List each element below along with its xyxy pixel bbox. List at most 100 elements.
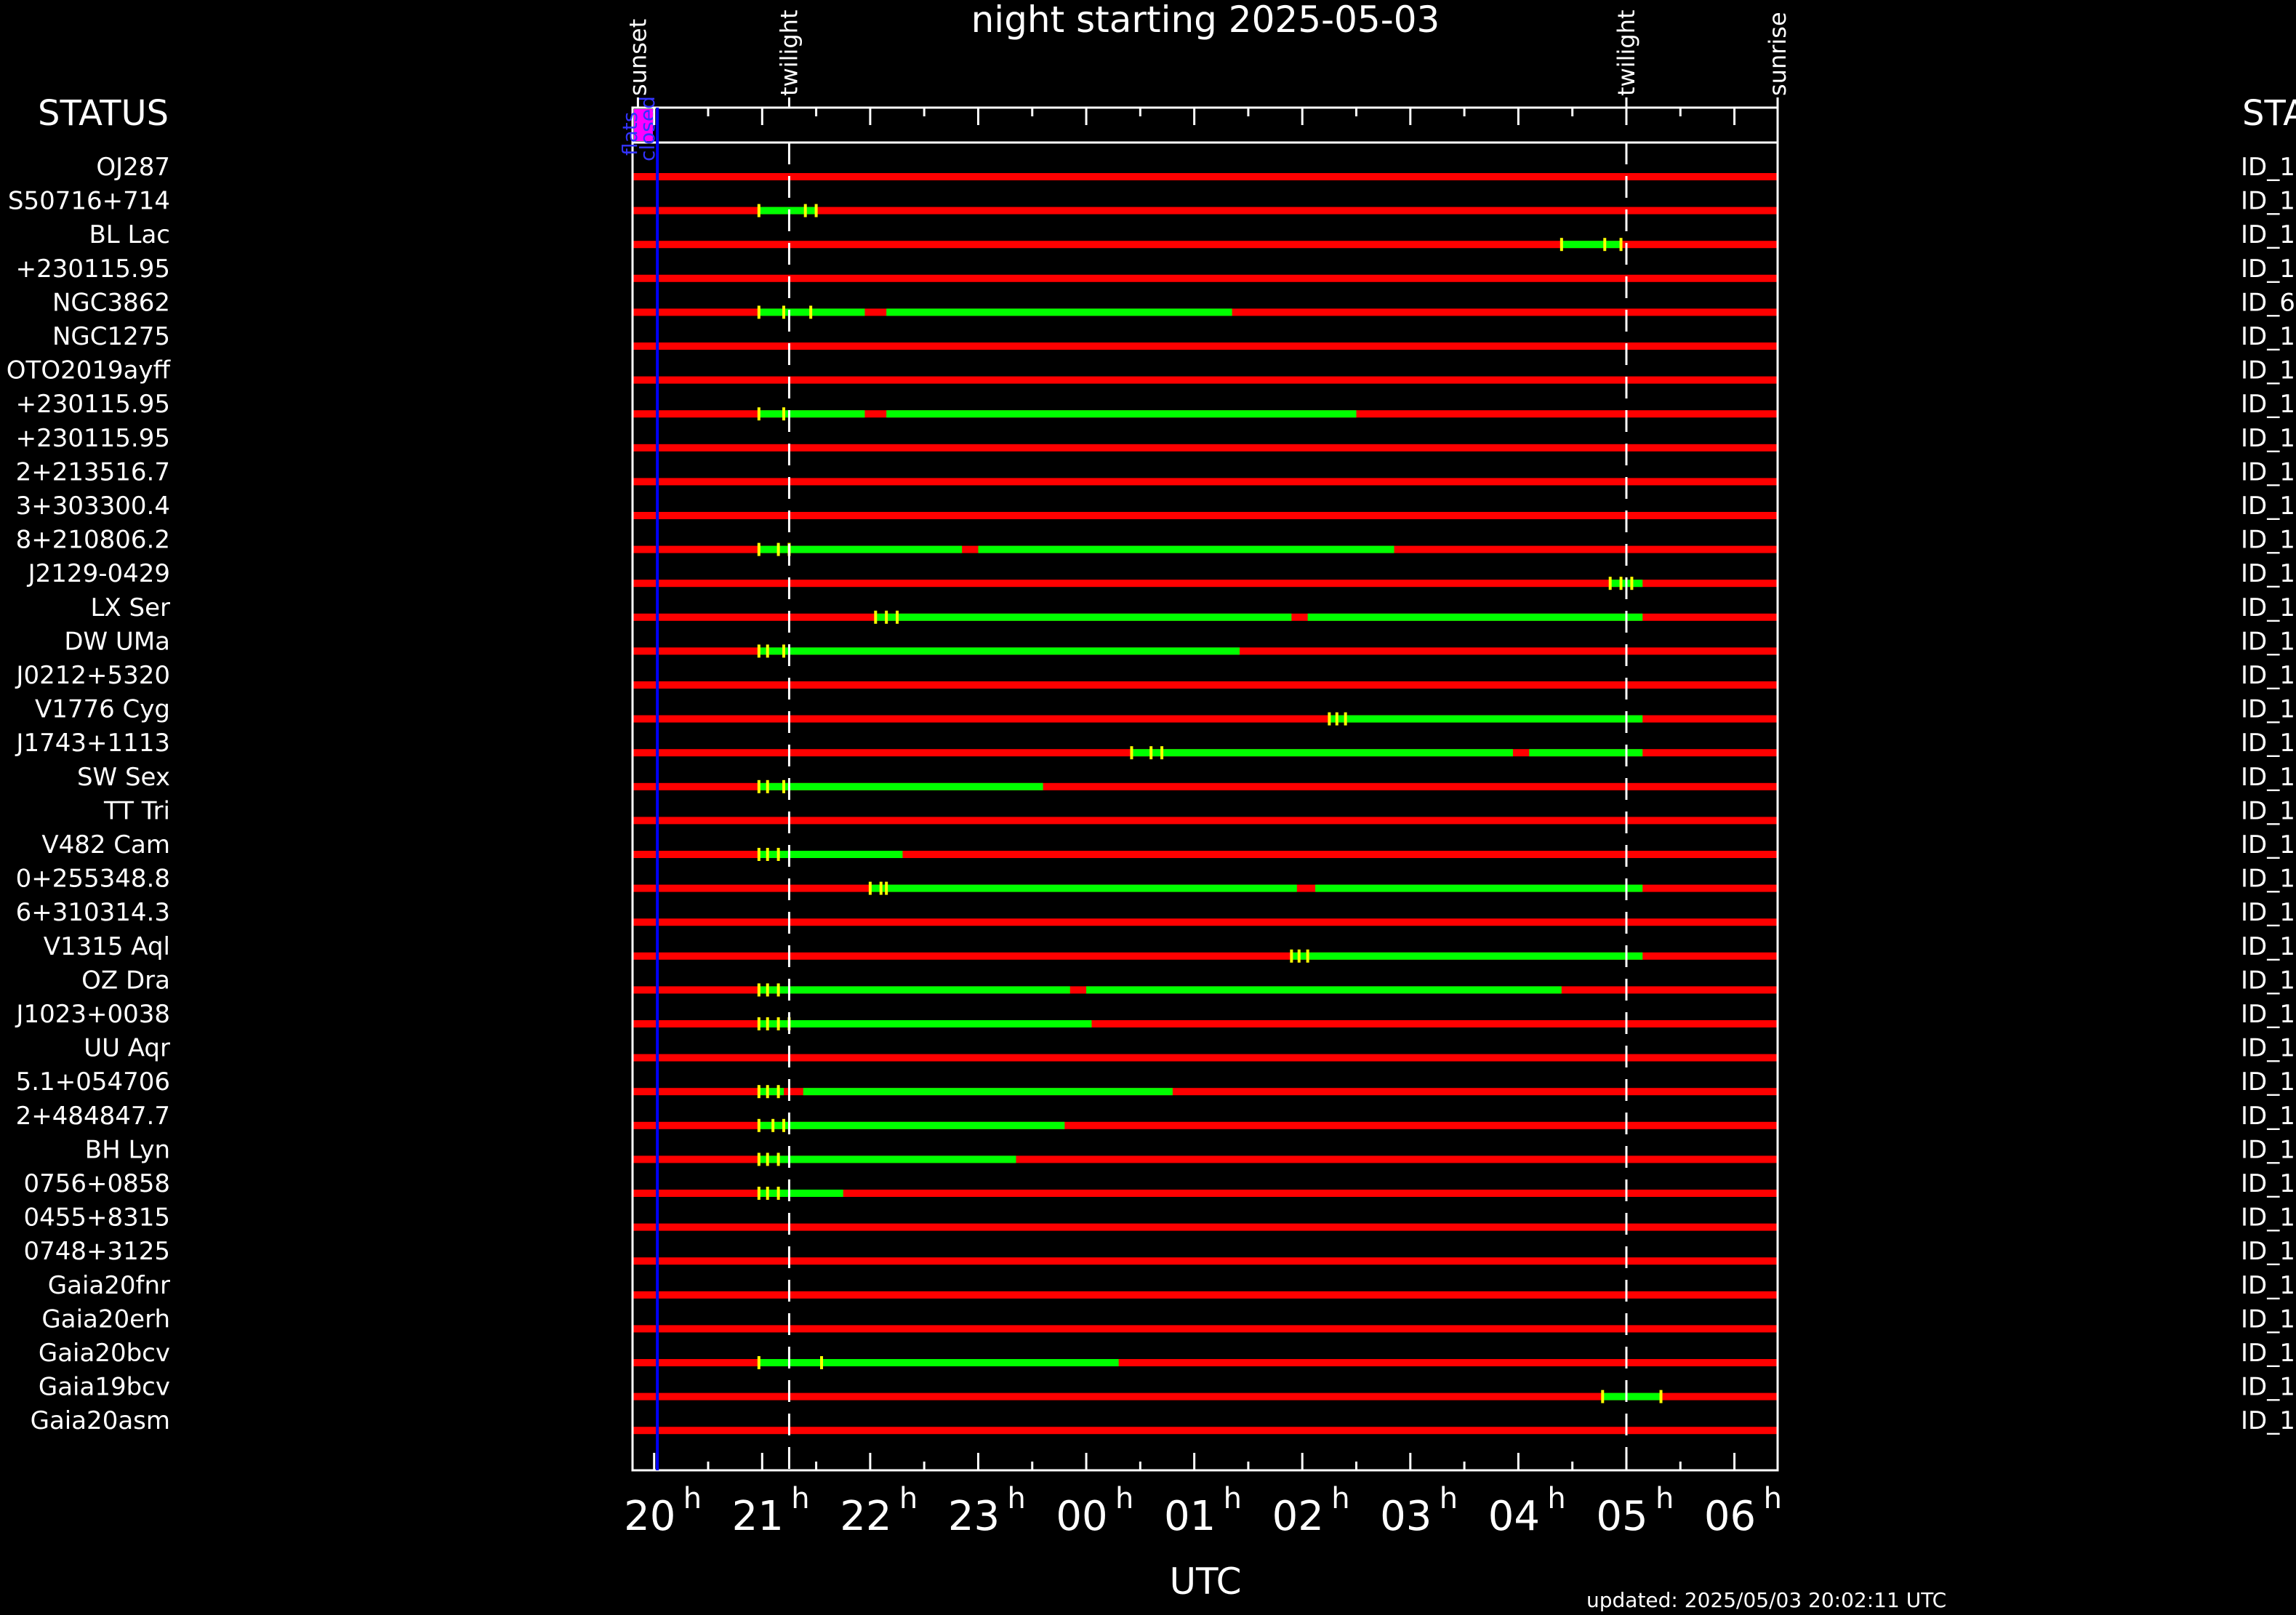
x-tick-label: 21 (732, 1493, 784, 1540)
unobservable-bar (633, 1427, 1778, 1435)
target-row: 0748+3125 ID_1 (23, 1237, 2295, 1266)
unobservable-bar (633, 782, 1778, 790)
target-name: UU Aqr (84, 1034, 170, 1063)
target-name: LX Ser (90, 593, 170, 622)
window-tick (757, 848, 760, 861)
window-tick (1290, 949, 1293, 963)
chart-title: night starting 2025-05-03 (971, 0, 1440, 41)
unobservable-bar (633, 1155, 1778, 1163)
target-id: ID_1 (2241, 390, 2295, 419)
target-id: ID_1 (2241, 830, 2295, 859)
window-tick (1603, 238, 1607, 252)
unobservable-bar (633, 851, 1778, 858)
target-id: ID_1 (2241, 559, 2295, 588)
window-tick (757, 1085, 760, 1099)
target-id: ID_1 (2241, 1067, 2295, 1097)
target-id: ID_1 (2241, 1034, 2295, 1063)
target-name: SW Sex (77, 763, 170, 792)
target-row: +230115.95 ID_1 (16, 390, 2295, 421)
target-id: ID_1 (2241, 1135, 2295, 1164)
observable-bar (758, 1155, 1016, 1163)
target-row: +230115.95 ID_1 (16, 255, 2295, 284)
target-id: ID_1 (2241, 322, 2295, 351)
observable-bar (758, 1088, 784, 1096)
status-header-right: STA (2242, 93, 2296, 134)
window-tick (814, 204, 818, 217)
target-name: BL Lac (89, 220, 170, 249)
target-id: ID_1 (2241, 763, 2295, 792)
target-id: ID_1 (2241, 1000, 2295, 1029)
window-tick (885, 881, 888, 895)
event-label: twilight (1613, 9, 1640, 96)
x-tick-label: 04 (1488, 1493, 1540, 1540)
target-name: V1315 Aql (44, 932, 170, 961)
target-id: ID_1 (2241, 1305, 2295, 1334)
observable-bar (875, 613, 1292, 621)
unobservable-bar (633, 478, 1778, 486)
unobservable-bar (633, 376, 1778, 384)
window-tick (1149, 746, 1153, 760)
window-tick (757, 1017, 760, 1030)
unobservable-bar (633, 241, 1778, 249)
target-id: ID_1 (2241, 1339, 2295, 1368)
window-tick (766, 1085, 769, 1099)
target-id: ID_1 (2241, 695, 2295, 724)
observable-bar (978, 545, 1394, 553)
unobservable-bar (633, 817, 1778, 825)
window-tick (757, 1118, 760, 1132)
event-label: sunrise (1764, 12, 1791, 96)
unobservable-bar (633, 1190, 1778, 1197)
x-tick-label: 05 (1596, 1493, 1647, 1540)
target-id: ID_1 (2241, 1203, 2295, 1233)
target-row: 0+255348.8 ID_1 (16, 865, 2295, 895)
x-tick-label: 23 (948, 1493, 1000, 1540)
unobservable-bar (633, 715, 1778, 723)
target-row: UU Aqr ID_1 (84, 1034, 2295, 1063)
observable-bar (758, 1020, 1092, 1027)
unobservable-bar (633, 1088, 1778, 1096)
target-name: DW UMa (64, 627, 170, 656)
window-tick (776, 1017, 780, 1030)
target-id: ID_1 (2241, 593, 2295, 622)
observable-bar (758, 986, 1070, 994)
window-tick (1601, 1390, 1605, 1403)
target-row: 5.1+054706 ID_1 (16, 1067, 2295, 1099)
window-tick (776, 1085, 780, 1099)
target-name: 0455+8315 (23, 1203, 170, 1233)
window-tick (1306, 949, 1309, 963)
target-row: 2+484847.7 ID_1 (16, 1102, 2295, 1132)
target-row: Gaia20bcv ID_1 (39, 1339, 2295, 1369)
window-tick (757, 305, 760, 319)
window-tick (757, 204, 760, 217)
target-name: J1743+1113 (15, 729, 170, 758)
target-name: Gaia20erh (41, 1305, 170, 1334)
window-tick (1630, 577, 1634, 590)
target-name: 0748+3125 (23, 1237, 170, 1266)
window-tick (757, 542, 760, 556)
observable-bar (758, 782, 1043, 790)
window-tick (1328, 712, 1331, 726)
target-row: J2129-0429 ID_1 (27, 559, 2295, 590)
window-tick (820, 1356, 824, 1369)
window-tick (885, 610, 888, 624)
target-name: V1776 Cyg (35, 695, 170, 724)
target-row: Gaia19bcv ID_1 (39, 1373, 2295, 1403)
window-tick (776, 848, 780, 861)
observable-bar (758, 1190, 843, 1197)
target-id: ID_1 (2241, 796, 2295, 825)
window-tick (766, 1187, 769, 1200)
window-tick (868, 881, 872, 895)
target-row: V482 Cam ID_1 (41, 830, 2295, 861)
unobservable-bar (633, 1223, 1778, 1231)
status-header-left: STATUS (38, 93, 169, 134)
observable-bar (1307, 613, 1643, 621)
target-id: ID_1 (2241, 661, 2295, 690)
target-name: 5.1+054706 (16, 1067, 170, 1097)
target-name: 0756+0858 (23, 1169, 170, 1198)
unobservable-bar (633, 1020, 1778, 1027)
observable-bar (886, 308, 1232, 316)
observable-bar (1131, 749, 1513, 757)
window-tick (782, 1118, 786, 1132)
x-tick-suffix: h (1764, 1482, 1782, 1515)
